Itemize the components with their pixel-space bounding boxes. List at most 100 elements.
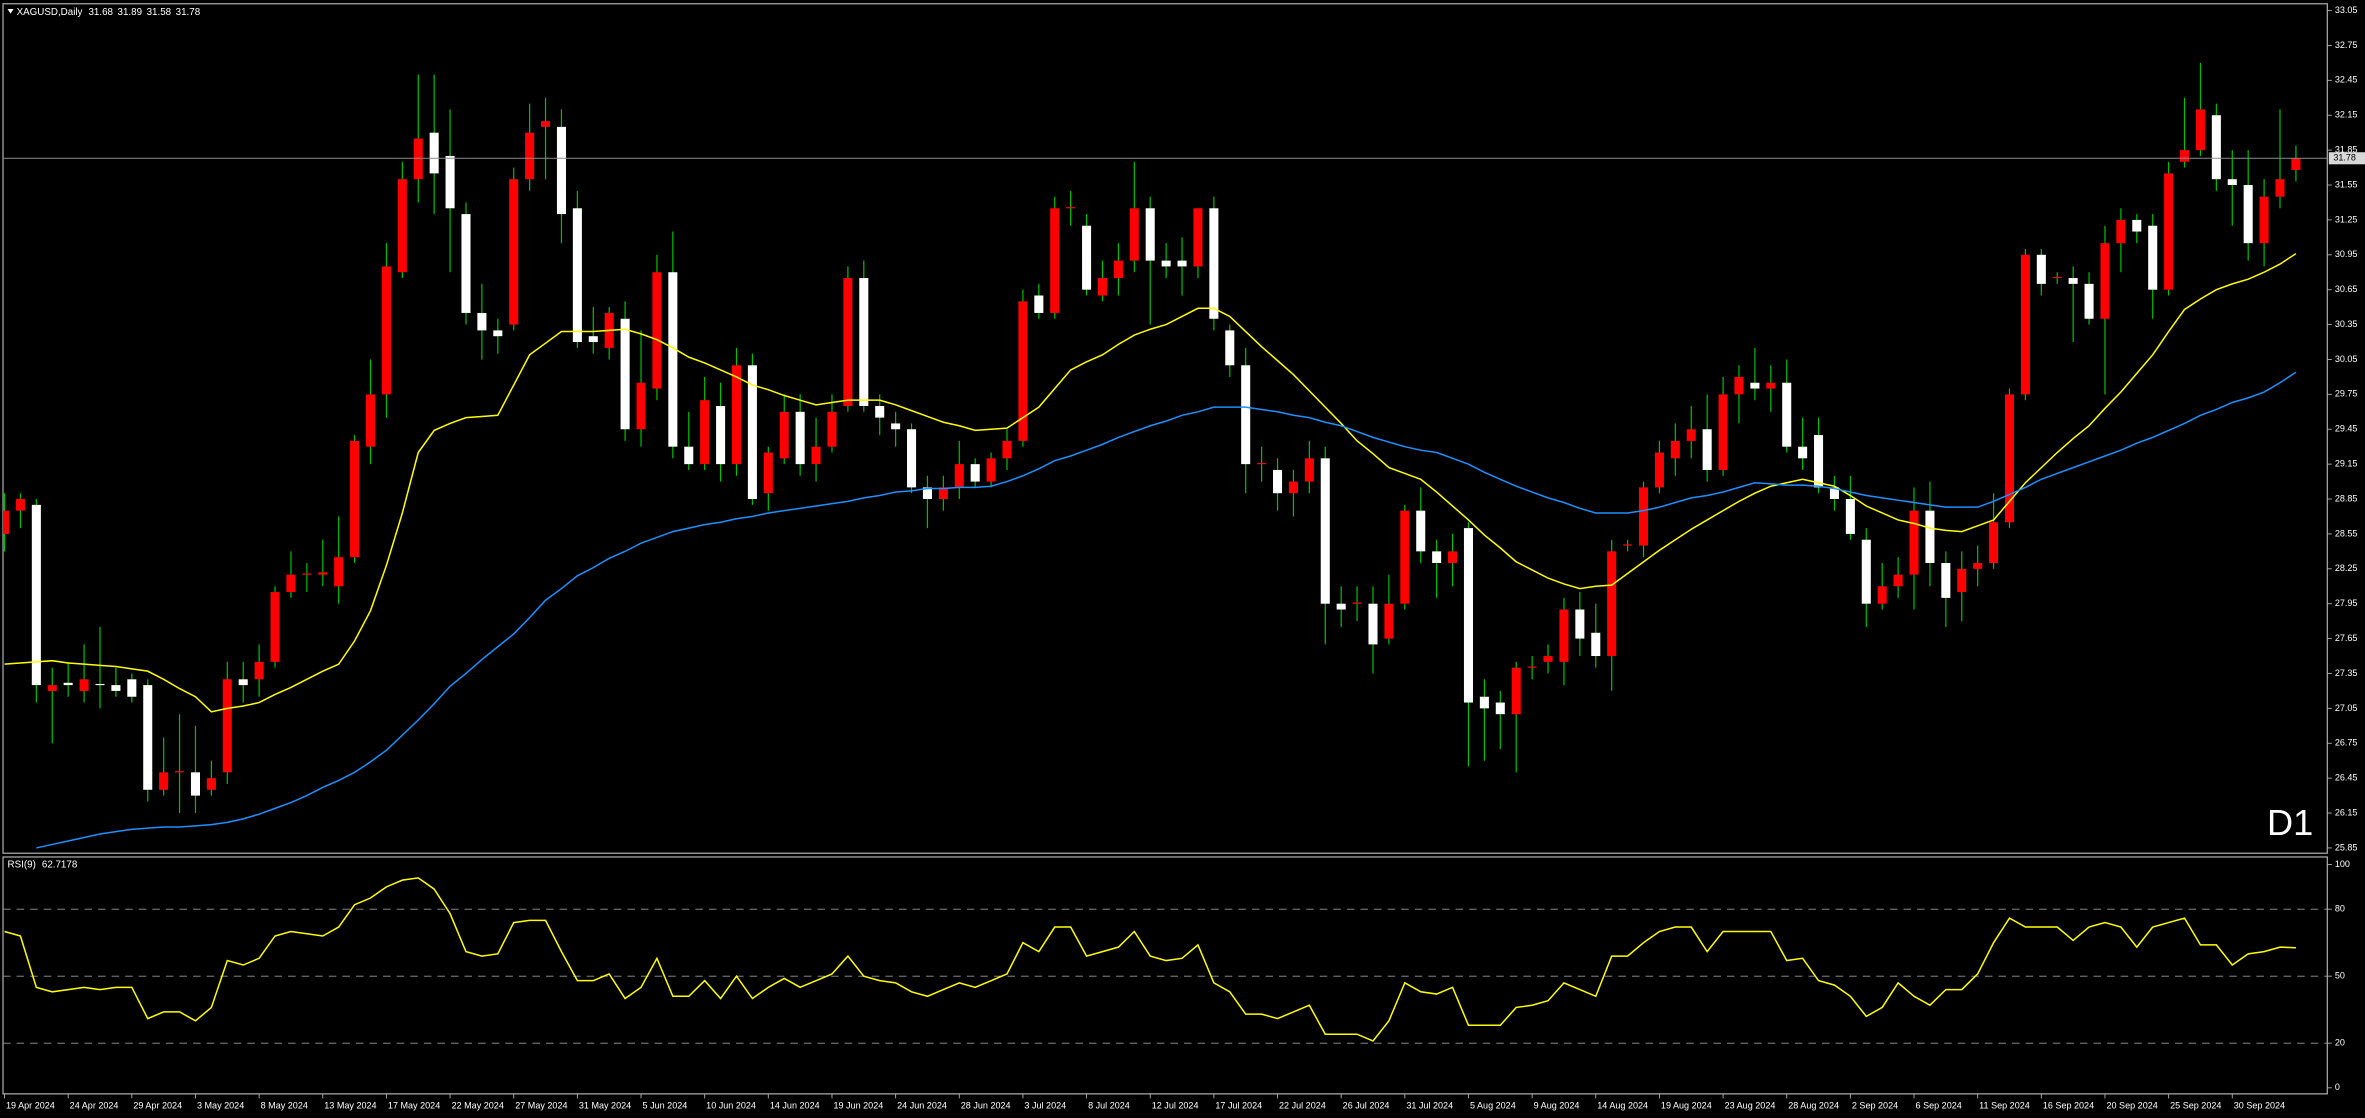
y-tick-label: 31.85 — [2335, 145, 2358, 155]
candle-body — [1432, 551, 1442, 563]
symbol-title: XAGUSD,Daily — [17, 7, 83, 18]
candle-body — [1416, 510, 1426, 552]
candle-body — [2052, 276, 2062, 279]
candle-body — [1511, 667, 1521, 715]
candle-body — [159, 772, 169, 790]
candle-body — [190, 772, 200, 796]
candle-body — [636, 382, 646, 430]
candle-body — [525, 132, 535, 180]
candle-body — [2132, 219, 2142, 232]
candle-body — [1304, 458, 1314, 482]
x-tick-label: 17 Jul 2024 — [1215, 1100, 1262, 1110]
candle-body — [827, 411, 837, 447]
candle-body — [1527, 666, 1537, 668]
candle-body — [970, 464, 980, 482]
y-tick-label: 27.65 — [2335, 633, 2358, 643]
candle-body — [922, 487, 932, 500]
candle-body — [222, 679, 232, 773]
candle-body — [986, 458, 996, 482]
y-tick-label: 28.25 — [2335, 563, 2358, 573]
candle-body — [206, 778, 216, 790]
y-tick-label: 30.35 — [2335, 319, 2358, 329]
x-tick-label: 5 Aug 2024 — [1470, 1100, 1516, 1110]
candle-body — [1257, 462, 1267, 465]
candle-body — [1973, 562, 1983, 569]
candle-body — [1957, 568, 1967, 593]
candle-body — [1829, 487, 1839, 500]
y-tick-label: 31.55 — [2335, 179, 2358, 189]
candle-body — [2259, 196, 2269, 244]
x-tick-label: 8 Jul 2024 — [1088, 1100, 1130, 1110]
main-panel-border — [2, 3, 2328, 854]
candle-body — [127, 679, 137, 697]
candle-body — [668, 272, 678, 447]
x-tick-label: 22 Jul 2024 — [1279, 1100, 1326, 1110]
y-tick-label: 28.85 — [2335, 493, 2358, 503]
candle-body — [1638, 487, 1649, 546]
rsi-value: 62.7178 — [42, 859, 78, 870]
candle-body — [302, 573, 312, 575]
candle-body — [1750, 382, 1760, 389]
candle-body — [1352, 602, 1362, 604]
y-tick-label: 32.15 — [2335, 110, 2358, 120]
candle-body — [2004, 394, 2015, 523]
candle-body — [620, 318, 630, 430]
candle-body — [493, 330, 503, 337]
candle-body — [1193, 208, 1203, 267]
candle-body — [31, 504, 41, 686]
y-tick-label: 50 — [2335, 971, 2345, 981]
candle-body — [1559, 609, 1569, 662]
candle-body — [413, 138, 423, 180]
candle-body — [365, 394, 376, 447]
candle-body — [859, 278, 869, 406]
candle-body — [1989, 522, 1999, 563]
y-tick-label: 28.55 — [2335, 528, 2358, 538]
candle-body — [1097, 278, 1108, 296]
candle-body — [350, 440, 360, 558]
high-value: 31.89 — [118, 7, 143, 18]
candle-body — [1113, 260, 1123, 279]
candle-body — [2227, 179, 2237, 186]
candle-body — [938, 487, 948, 500]
candle-body — [1479, 696, 1489, 709]
price-tag — [2328, 152, 2365, 165]
x-tick-label: 29 Apr 2024 — [133, 1100, 182, 1110]
candle-body — [716, 405, 726, 465]
candle-body — [1272, 469, 1283, 494]
period-label: D1 — [2267, 802, 2313, 843]
candle-body — [1575, 609, 1585, 639]
rsi-header: RSI(9) 62.7178 — [8, 859, 78, 870]
main-plot — [3, 62, 2328, 849]
candle-body — [1225, 330, 1235, 366]
x-tick-label: 6 Sep 2024 — [1916, 1100, 1962, 1110]
x-tick-label: 28 Jun 2024 — [961, 1100, 1011, 1110]
rsi-plot — [3, 877, 2328, 1044]
candle-body — [2036, 254, 2046, 284]
x-tick-label: 3 Jul 2024 — [1024, 1100, 1066, 1110]
candle-body — [1241, 365, 1251, 465]
candle-body — [1861, 539, 1871, 604]
candle-body — [2148, 225, 2158, 290]
y-tick-label: 29.75 — [2335, 389, 2358, 399]
candle-body — [1400, 510, 1410, 604]
candle-body — [95, 683, 105, 686]
x-tick-label: 31 May 2024 — [579, 1100, 631, 1110]
candle-body — [254, 661, 264, 680]
candle-body — [843, 278, 853, 406]
candle-body — [2116, 219, 2126, 244]
x-tick-label: 2 Sep 2024 — [1852, 1100, 1898, 1110]
candle-body — [509, 179, 519, 325]
candle-body — [700, 400, 710, 465]
candle-body — [2164, 173, 2174, 290]
candle-body — [1448, 551, 1458, 563]
x-tick-label: 19 Jun 2024 — [833, 1100, 883, 1110]
rsi-panel-border — [2, 856, 2328, 1095]
menu-arrow[interactable] — [7, 9, 14, 14]
x-tick-label: 14 Aug 2024 — [1597, 1100, 1648, 1110]
x-tick-label: 10 Jun 2024 — [706, 1100, 756, 1110]
x-tick-label: 20 Sep 2024 — [2106, 1100, 2157, 1110]
candle-body — [1845, 499, 1855, 534]
candle-body — [1591, 632, 1601, 657]
